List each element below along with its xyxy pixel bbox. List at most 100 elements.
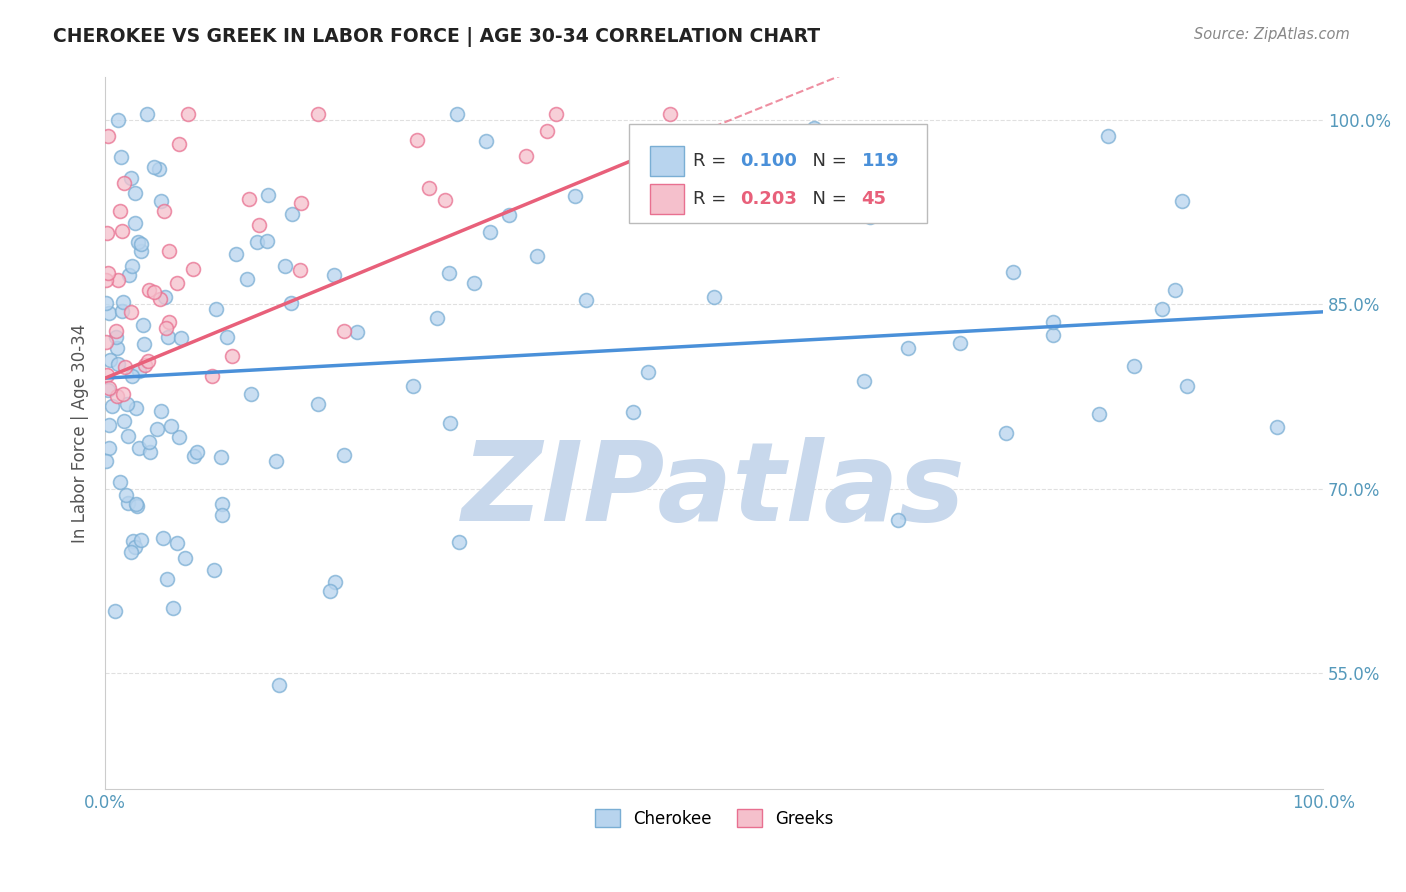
Point xyxy=(152,531,174,545)
Point xyxy=(205,302,228,317)
Point xyxy=(117,496,139,510)
FancyBboxPatch shape xyxy=(628,124,928,223)
Point xyxy=(256,234,278,248)
Point xyxy=(122,533,145,548)
Point xyxy=(155,320,177,334)
Point xyxy=(96,368,118,382)
Point xyxy=(1042,315,1064,329)
Point xyxy=(446,107,468,121)
Point xyxy=(139,445,162,459)
Point xyxy=(479,225,502,239)
Point xyxy=(439,266,461,280)
Point xyxy=(333,324,356,338)
Point xyxy=(124,217,146,231)
Point xyxy=(447,535,470,549)
Point xyxy=(112,414,135,428)
Point xyxy=(658,107,681,121)
Point xyxy=(853,374,876,388)
Point xyxy=(288,262,311,277)
Point xyxy=(112,176,135,190)
Point xyxy=(290,196,312,211)
Point xyxy=(498,208,520,222)
Point xyxy=(402,379,425,393)
Point xyxy=(148,161,170,176)
Point xyxy=(1175,379,1198,393)
Point xyxy=(105,389,128,403)
Point xyxy=(98,352,121,367)
Point xyxy=(128,441,150,455)
Point xyxy=(131,237,153,252)
Point xyxy=(138,434,160,449)
Point xyxy=(132,336,155,351)
Point xyxy=(167,430,190,444)
Point xyxy=(98,417,121,432)
Point xyxy=(107,112,129,127)
Point xyxy=(120,171,142,186)
Point xyxy=(221,349,243,363)
Point xyxy=(475,134,498,148)
Text: ZIPatlas: ZIPatlas xyxy=(463,437,966,544)
Point xyxy=(183,262,205,277)
Point xyxy=(209,450,232,465)
Point xyxy=(97,128,120,143)
Point xyxy=(166,276,188,290)
Point xyxy=(104,604,127,618)
Point xyxy=(135,107,157,121)
Point xyxy=(160,418,183,433)
Point xyxy=(887,513,910,527)
Point xyxy=(1122,359,1144,373)
Text: R =: R = xyxy=(693,190,733,208)
Point xyxy=(96,295,118,310)
Point xyxy=(142,285,165,300)
Point xyxy=(177,107,200,121)
Point xyxy=(112,387,135,401)
Point xyxy=(120,544,142,558)
Text: CHEROKEE VS GREEK IN LABOR FORCE | AGE 30-34 CORRELATION CHART: CHEROKEE VS GREEK IN LABOR FORCE | AGE 3… xyxy=(53,27,821,46)
Point xyxy=(238,192,260,206)
Point xyxy=(97,306,120,320)
Point xyxy=(117,397,139,411)
Point xyxy=(149,292,172,306)
Point xyxy=(134,359,156,373)
Point xyxy=(97,266,120,280)
Point xyxy=(183,449,205,463)
Point xyxy=(536,124,558,138)
Text: Source: ZipAtlas.com: Source: ZipAtlas.com xyxy=(1194,27,1350,42)
Point xyxy=(246,235,269,249)
Text: 0.100: 0.100 xyxy=(740,152,797,169)
Point xyxy=(575,293,598,308)
Point xyxy=(406,133,429,147)
Point xyxy=(125,499,148,513)
Text: 0.203: 0.203 xyxy=(740,190,797,208)
Point xyxy=(267,678,290,692)
Point xyxy=(323,574,346,589)
Point xyxy=(621,405,644,419)
Point xyxy=(949,335,972,350)
FancyBboxPatch shape xyxy=(650,145,683,176)
Point xyxy=(110,475,132,490)
Point xyxy=(110,150,132,164)
Text: 45: 45 xyxy=(862,190,887,208)
Point xyxy=(1088,407,1111,421)
Point xyxy=(120,305,142,319)
Point xyxy=(110,203,132,218)
Point xyxy=(257,188,280,202)
Point xyxy=(515,149,537,163)
Point xyxy=(96,334,118,349)
Point xyxy=(186,445,208,459)
Point xyxy=(127,235,149,250)
Point xyxy=(546,107,568,121)
Point xyxy=(96,226,118,240)
Point xyxy=(273,259,295,273)
Point xyxy=(125,498,148,512)
Point xyxy=(439,416,461,430)
Point xyxy=(129,533,152,547)
Point xyxy=(247,218,270,232)
Point xyxy=(1170,194,1192,208)
Point xyxy=(637,366,659,380)
Point xyxy=(1001,265,1024,279)
Text: R =: R = xyxy=(693,152,733,169)
Point xyxy=(1164,283,1187,297)
Text: 119: 119 xyxy=(862,152,898,169)
Point xyxy=(859,210,882,224)
